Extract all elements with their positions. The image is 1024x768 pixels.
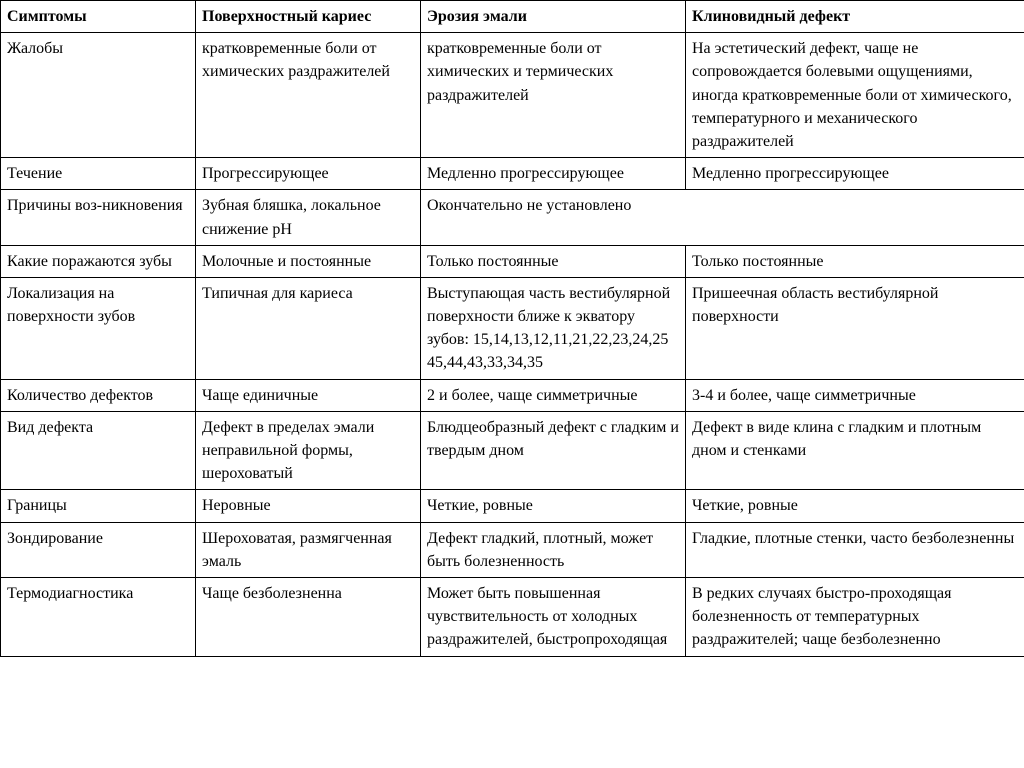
table-cell: Дефект в пределах эмали неправильной фор… bbox=[196, 411, 421, 490]
table-cell: Течение bbox=[1, 158, 196, 190]
header-cell: Симптомы bbox=[1, 1, 196, 33]
table-cell: 3-4 и более, чаще симметричные bbox=[686, 379, 1024, 411]
table-cell: Зубная бляшка, локальное снижение рН bbox=[196, 190, 421, 245]
table-cell: Прогрессирующее bbox=[196, 158, 421, 190]
table-cell: Термодиагностика bbox=[1, 577, 196, 656]
table-cell: Пришеечная область вестибулярной поверхн… bbox=[686, 277, 1024, 379]
header-cell: Клиновидный дефект bbox=[686, 1, 1024, 33]
table-cell: Только постоянные bbox=[421, 245, 686, 277]
table-cell: На эстетический дефект, чаще не сопровож… bbox=[686, 33, 1024, 158]
table-header-row: Симптомы Поверхностный кариес Эрозия эма… bbox=[1, 1, 1024, 33]
table-cell: Четкие, ровные bbox=[686, 490, 1024, 522]
table-cell: В редких случаях быстро-проходящая болез… bbox=[686, 577, 1024, 656]
table-cell: Может быть повышенная чувствительность о… bbox=[421, 577, 686, 656]
comparison-table: Симптомы Поверхностный кариес Эрозия эма… bbox=[0, 0, 1024, 657]
table-cell: Количество дефектов bbox=[1, 379, 196, 411]
table-cell: Выступающая часть вестибулярной поверхно… bbox=[421, 277, 686, 379]
table-cell: Молочные и постоянные bbox=[196, 245, 421, 277]
header-cell: Поверхностный кариес bbox=[196, 1, 421, 33]
table-cell: Причины воз-никновения bbox=[1, 190, 196, 245]
header-cell: Эрозия эмали bbox=[421, 1, 686, 33]
table-cell: Жалобы bbox=[1, 33, 196, 158]
table-cell: Гладкие, плотные стенки, часто безболезн… bbox=[686, 522, 1024, 577]
table-body: Жалобыкратковременные боли от химических… bbox=[1, 33, 1024, 656]
table-row: Количество дефектовЧаще единичные2 и бол… bbox=[1, 379, 1024, 411]
table-row: Локализация на поверхности зубовТипичная… bbox=[1, 277, 1024, 379]
table-row: ТермодиагностикаЧаще безболезненнаМожет … bbox=[1, 577, 1024, 656]
table-cell: Типичная для кариеса bbox=[196, 277, 421, 379]
table-cell: Блюдцеобразный дефект с гладким и тверды… bbox=[421, 411, 686, 490]
table-cell: Границы bbox=[1, 490, 196, 522]
table-row: Какие поражаются зубыМолочные и постоянн… bbox=[1, 245, 1024, 277]
table-row: Вид дефектаДефект в пределах эмали непра… bbox=[1, 411, 1024, 490]
table-cell: Только постоянные bbox=[686, 245, 1024, 277]
table-cell: Неровные bbox=[196, 490, 421, 522]
table-cell: Вид дефекта bbox=[1, 411, 196, 490]
table-cell: Локализация на поверхности зубов bbox=[1, 277, 196, 379]
table-cell: Зондирование bbox=[1, 522, 196, 577]
table-row: ТечениеПрогрессирующееМедленно прогресси… bbox=[1, 158, 1024, 190]
table-cell: Четкие, ровные bbox=[421, 490, 686, 522]
table-cell: Шероховатая, размягченная эмаль bbox=[196, 522, 421, 577]
table-row: ГраницыНеровныеЧеткие, ровныеЧеткие, ров… bbox=[1, 490, 1024, 522]
table-cell: Медленно прогрессирующее bbox=[686, 158, 1024, 190]
table-cell: Чаще единичные bbox=[196, 379, 421, 411]
table-cell: Чаще безболезненна bbox=[196, 577, 421, 656]
table-row: Жалобыкратковременные боли от химических… bbox=[1, 33, 1024, 158]
table-cell: Окончательно не установлено bbox=[421, 190, 1024, 245]
table-cell: кратковременные боли от химических раздр… bbox=[196, 33, 421, 158]
table-cell: Дефект в виде клина с гладким и плотным … bbox=[686, 411, 1024, 490]
table-cell: кратковременные боли от химических и тер… bbox=[421, 33, 686, 158]
table-cell: Какие поражаются зубы bbox=[1, 245, 196, 277]
table-cell: Медленно прогрессирующее bbox=[421, 158, 686, 190]
table-cell: Дефект гладкий, плотный, может быть боле… bbox=[421, 522, 686, 577]
table-row: ЗондированиеШероховатая, размягченная эм… bbox=[1, 522, 1024, 577]
table-row: Причины воз-никновенияЗубная бляшка, лок… bbox=[1, 190, 1024, 245]
table-cell: 2 и более, чаще симметричные bbox=[421, 379, 686, 411]
